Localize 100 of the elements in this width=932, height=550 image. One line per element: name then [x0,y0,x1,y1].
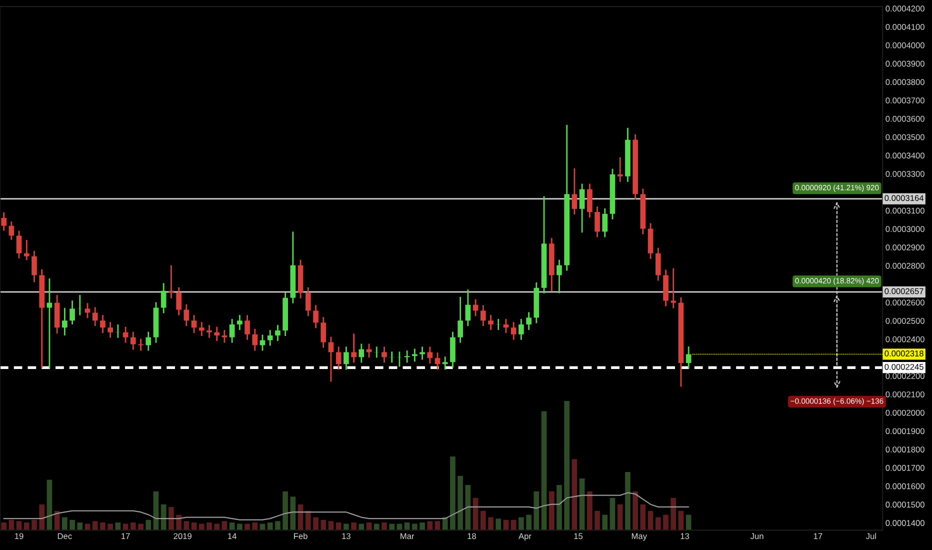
bar [648,510,654,530]
candlestick [206,324,212,339]
y-tick-label: 0.0003800 [886,79,924,86]
candlestick [24,239,30,261]
candlestick [587,183,592,218]
bar [640,504,646,530]
bar [450,456,456,530]
candlestick [526,311,532,331]
candlestick [480,304,486,327]
candlestick [92,306,98,327]
candlestick [420,346,425,360]
bar [206,522,212,530]
y-tick-label: 0.0002500 [886,318,924,324]
bar [267,522,273,530]
candlestick [8,220,14,241]
bar [686,514,692,530]
bar [39,504,45,530]
bar [77,522,83,530]
bar [610,498,616,530]
bar [412,524,418,530]
y-tick-label: 0.0003700 [886,97,924,104]
bar [594,510,600,530]
bar [1,522,6,530]
ref-line-label: 0.0002245 [884,364,924,370]
bar [62,517,68,530]
y-tick-label: 0.0002200 [886,373,924,379]
bar [146,520,152,530]
bar [100,522,106,530]
bar [46,480,52,530]
y-tick-label: 0.0001800 [886,446,924,452]
y-tick-label: 0.0003100 [886,208,924,214]
candlestick [686,346,692,370]
candlestick [32,250,37,283]
bar [214,524,220,530]
bar [130,522,136,530]
bar [579,478,585,530]
bar [351,522,356,530]
candlestick [465,288,471,327]
candlestick [130,331,136,350]
x-tick-label: 18 [468,533,476,540]
candlestick [84,302,90,319]
candlestick [366,343,372,358]
candlestick [351,332,356,364]
bar [572,459,578,530]
bar [617,504,623,530]
bar [534,491,540,530]
bar [252,522,258,530]
bar [70,520,75,530]
candlestick [572,168,578,216]
x-tick-label: 14 [228,533,236,540]
candlestick [160,282,166,314]
candlestick [62,307,68,336]
bar [496,518,502,530]
candlestick [510,321,516,341]
bar [480,510,486,530]
x-tick-label: 17 [814,533,822,540]
candlestick [518,318,524,341]
candlestick [237,314,242,331]
y-tick-label: 0.0002100 [886,391,924,398]
bar [548,491,554,530]
bar [237,524,242,530]
bar [625,472,630,530]
bar [198,524,204,530]
y-tick-label: 0.0003400 [886,152,924,159]
y-tick-label: 0.0003500 [886,134,924,140]
candlestick [427,346,433,364]
bar [358,524,364,530]
y-tick-label: 0.0001600 [886,483,924,490]
x-tick-label: 17 [122,533,130,540]
candlestick [579,183,585,234]
x-tick-label: Jun [750,533,764,540]
candlestick [16,230,22,259]
y-tick-label: 0.0002600 [886,300,924,306]
x-tick-label: 19 [15,533,24,540]
candlestick [503,318,509,334]
candlestick [108,321,113,339]
bar [526,514,532,530]
y-tick-label: 0.0004200 [886,6,924,12]
candlestick [115,324,121,339]
candlestick [670,268,676,309]
candlestick [229,318,235,344]
candlestick [100,314,106,334]
candlestick [488,314,494,331]
bar [678,510,684,530]
bar [663,514,668,530]
annotation: 0.0002318 [884,350,924,356]
bar [320,520,326,530]
bar [275,521,280,530]
x-tick-label: May [632,533,647,541]
y-tick-label: 0.0002800 [886,262,924,269]
candlestick [358,343,364,364]
candlestick [176,286,182,316]
candlestick [252,328,258,352]
bar [382,522,387,530]
bar [92,521,98,530]
candlestick [556,259,562,294]
bar [465,484,471,530]
candlestick [320,316,326,348]
candlestick [328,336,334,382]
bar [32,520,37,530]
